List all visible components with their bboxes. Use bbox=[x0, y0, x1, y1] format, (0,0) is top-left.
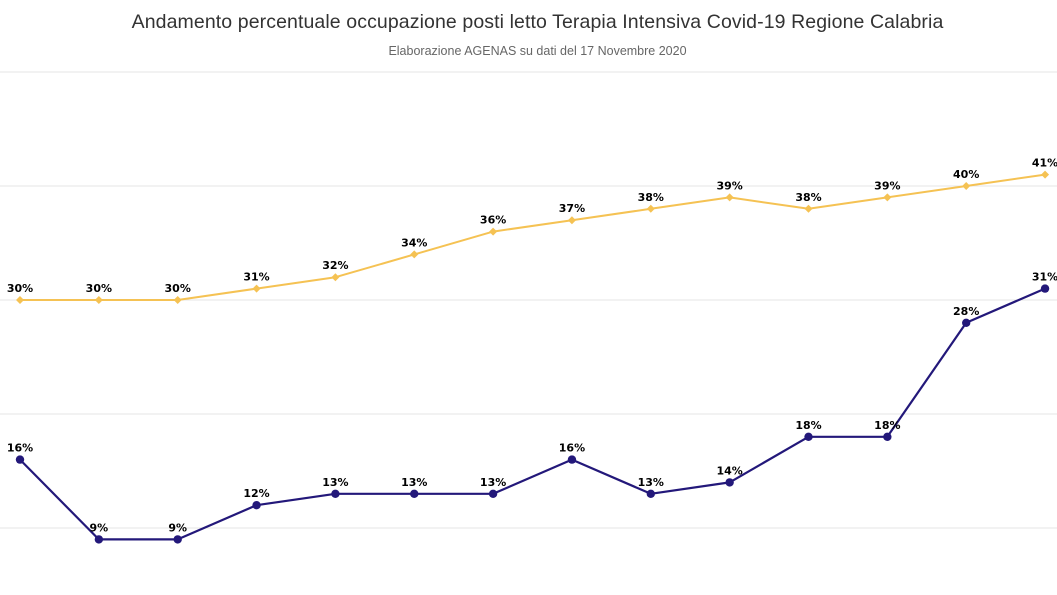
data-label: 28% bbox=[953, 305, 979, 318]
data-point[interactable] bbox=[1041, 170, 1050, 179]
data-label: 9% bbox=[168, 521, 187, 534]
data-label: 41% bbox=[1032, 157, 1057, 170]
data-point[interactable] bbox=[567, 455, 577, 464]
data-point[interactable] bbox=[962, 318, 971, 327]
data-label: 18% bbox=[874, 419, 900, 432]
data-point[interactable] bbox=[331, 273, 340, 282]
data-label: 39% bbox=[874, 179, 900, 192]
data-label: 30% bbox=[7, 282, 33, 295]
data-point[interactable] bbox=[252, 501, 261, 510]
series-line bbox=[19, 287, 1046, 541]
data-label: 31% bbox=[1032, 271, 1057, 284]
data-label: 40% bbox=[953, 168, 979, 181]
data-point[interactable] bbox=[331, 489, 340, 498]
data-point[interactable] bbox=[567, 216, 576, 225]
series-line bbox=[20, 173, 1046, 301]
series-1: 30% 30% 30% 31% 32% 34% 36% 37% 38% 39% 38% 39% 40% 4… bbox=[7, 157, 1057, 304]
data-point[interactable] bbox=[173, 296, 182, 304]
data-label: 13% bbox=[638, 476, 664, 489]
data-point[interactable] bbox=[646, 204, 655, 213]
data-point[interactable] bbox=[16, 296, 24, 304]
data-label: 30% bbox=[86, 282, 112, 295]
data-label: 14% bbox=[716, 464, 742, 477]
data-label: 31% bbox=[243, 271, 269, 284]
data-point[interactable] bbox=[804, 204, 813, 213]
data-label: 30% bbox=[165, 282, 191, 295]
data-point[interactable] bbox=[173, 535, 182, 544]
data-label: 37% bbox=[559, 202, 585, 215]
data-point[interactable] bbox=[489, 227, 498, 236]
data-label: 9% bbox=[90, 521, 109, 534]
data-point[interactable] bbox=[962, 182, 971, 190]
series-2: 16% 9% 9% 12% 13% 13% 13% 16% 13% 14% 18% 18% 28% 31% bbox=[7, 271, 1057, 544]
data-label: 13% bbox=[480, 476, 506, 489]
data-point[interactable] bbox=[410, 250, 419, 259]
data-point[interactable] bbox=[646, 489, 655, 498]
data-point[interactable] bbox=[725, 193, 734, 202]
data-label: 39% bbox=[716, 179, 742, 192]
data-point[interactable] bbox=[488, 489, 498, 498]
data-label: 32% bbox=[322, 259, 348, 272]
data-point[interactable] bbox=[804, 432, 813, 441]
data-label: 18% bbox=[795, 419, 821, 432]
data-point[interactable] bbox=[94, 296, 103, 304]
data-label: 16% bbox=[559, 442, 585, 455]
data-point[interactable] bbox=[883, 432, 892, 441]
data-point[interactable] bbox=[252, 284, 261, 293]
data-point[interactable] bbox=[1040, 284, 1050, 293]
data-label: 12% bbox=[243, 487, 269, 500]
data-label: 38% bbox=[638, 191, 664, 204]
data-point[interactable] bbox=[725, 478, 734, 487]
data-point[interactable] bbox=[410, 489, 419, 498]
data-point[interactable] bbox=[15, 455, 25, 464]
chart-subtitle: Elaborazione AGENAS su dati del 17 Novem… bbox=[388, 44, 687, 58]
data-label: 13% bbox=[401, 476, 427, 489]
data-label: 16% bbox=[7, 442, 33, 455]
data-label: 34% bbox=[401, 236, 427, 249]
data-label: 13% bbox=[322, 476, 348, 489]
data-label: 36% bbox=[480, 214, 506, 227]
data-label: 38% bbox=[795, 191, 821, 204]
data-point[interactable] bbox=[94, 535, 104, 544]
data-point[interactable] bbox=[883, 193, 892, 202]
chart-title: Andamento percentuale occupazione posti … bbox=[131, 11, 944, 33]
